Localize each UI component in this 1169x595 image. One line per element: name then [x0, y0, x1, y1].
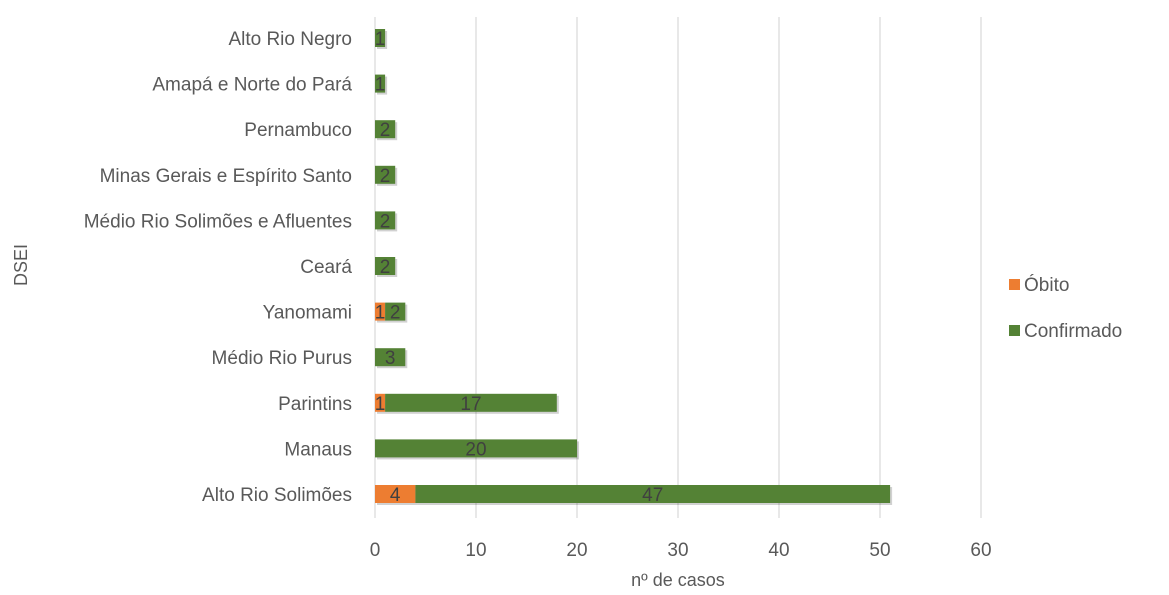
category-label: Médio Rio Purus	[212, 348, 352, 369]
x-tick-label: 50	[869, 540, 890, 561]
x-tick-label: 40	[768, 540, 789, 561]
data-label: 17	[460, 394, 481, 415]
x-tick-label: 30	[667, 540, 688, 561]
data-label: 3	[385, 348, 396, 369]
data-label: 2	[380, 211, 391, 232]
y-axis-title: DSEI	[11, 244, 31, 286]
category-label: Ceará	[300, 257, 352, 278]
category-label: Yanomami	[263, 303, 352, 324]
bar-segment	[375, 257, 396, 275]
data-label: 1	[375, 75, 386, 96]
gridlines	[374, 17, 982, 518]
category-label: Manaus	[284, 439, 352, 460]
bar-segment	[375, 348, 406, 367]
legend-swatch	[1009, 325, 1020, 336]
data-label: 4	[390, 485, 401, 506]
bar-segment	[375, 120, 396, 139]
data-label: 2	[390, 303, 401, 324]
category-label: Médio Rio Solimões e Afluentes	[84, 211, 352, 232]
data-label: 1	[375, 303, 386, 324]
x-tick-labels: 0 10 20 30 40 50 60	[370, 540, 992, 561]
category-label: Parintins	[278, 394, 352, 415]
x-tick-label: 10	[465, 540, 486, 561]
bar-segment	[375, 439, 577, 458]
category-label: Minas Gerais e Espírito Santo	[100, 166, 352, 187]
bar-segment	[375, 165, 396, 184]
bar-segment	[375, 29, 386, 47]
legend: Óbito Confirmado	[1009, 274, 1122, 342]
bar-segment	[375, 211, 396, 230]
x-tick-label: 20	[566, 540, 587, 561]
legend-swatch	[1009, 279, 1020, 290]
bar-segment	[385, 302, 406, 321]
legend-label: Óbito	[1024, 274, 1069, 296]
bar-segment	[385, 393, 557, 412]
bar-segment	[375, 74, 386, 93]
category-label: Alto Rio Negro	[228, 29, 352, 50]
category-labels: Alto Rio Negro Amapá e Norte do Pará Perna…	[84, 29, 353, 506]
category-label: Pernambuco	[244, 120, 352, 141]
data-label: 2	[380, 166, 391, 187]
data-label: 2	[380, 120, 391, 141]
category-label: Amapá e Norte do Pará	[152, 75, 352, 96]
data-label: 20	[465, 439, 486, 460]
x-tick-label: 0	[370, 540, 381, 561]
bar-segment	[375, 302, 386, 321]
bar-segment	[415, 485, 891, 503]
data-label: 2	[380, 257, 391, 278]
category-label: Alto Rio Solimões	[202, 485, 352, 506]
data-label: 47	[642, 485, 663, 506]
data-label: 1	[375, 394, 386, 415]
legend-label: Confirmado	[1024, 321, 1122, 342]
x-tick-label: 60	[970, 540, 991, 561]
bar-segment	[375, 393, 386, 412]
x-axis-title: nº de casos	[631, 570, 725, 590]
bar-segment	[375, 485, 416, 503]
data-label: 1	[375, 29, 386, 50]
